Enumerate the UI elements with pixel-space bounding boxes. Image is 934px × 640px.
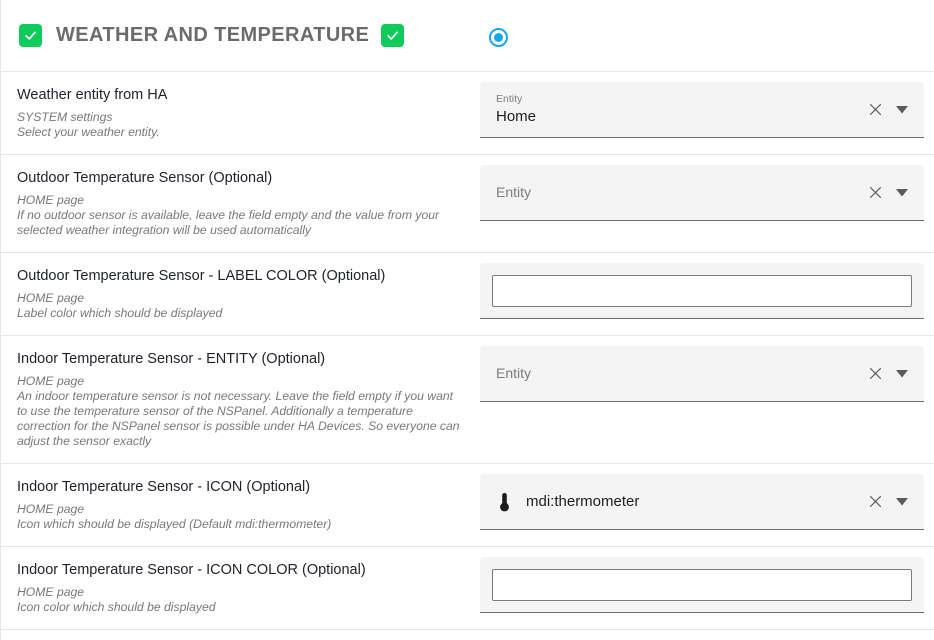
row-scope: HOME page [17,374,85,388]
section-enable-checkbox-right[interactable] [381,24,405,47]
field-action-icons [867,184,914,201]
caret-down-icon [896,369,908,377]
row-label: Indoor Temperature Sensor - ICON (Option… [17,479,311,495]
row-label: Indoor Temperature Sensor - ICON COLOR (… [17,562,366,578]
settings-row: Indoor Temperature Sensor - ICON COLOR (… [1,547,934,630]
field-action-icons [867,365,914,382]
settings-row: Weather entity from HA SYSTEM settings Sel… [1,72,934,155]
field-placeholder: Entity [496,365,532,381]
row-field-group [476,253,934,329]
row-field-group: Entity [476,336,934,412]
field-floating-label: Entity [496,93,523,105]
close-icon [869,495,882,508]
field-action-icons [867,493,914,510]
settings-row-list: Weather entity from HA SYSTEM settings Sel… [1,72,934,640]
section-header: WEATHER AND TEMPERATURE [1,0,934,72]
close-icon [869,367,882,380]
row-label-group: Indoor Temperature Sensor - LABEL COLOR … [1,630,476,640]
row-label: Outdoor Temperature Sensor (Optional) [17,170,273,186]
settings-row: Outdoor Temperature Sensor (Optional) HOM… [1,155,934,253]
field-placeholder: Entity [496,184,532,200]
row-label-group: Indoor Temperature Sensor - ICON COLOR (… [1,547,476,629]
radio-inner-dot [493,32,503,42]
settings-row: Indoor Temperature Sensor - ENTITY (Opti… [1,336,934,464]
row-field-group: Entity [476,155,934,231]
settings-row: Outdoor Temperature Sensor - LABEL COLOR… [1,253,934,336]
field-action-icons [867,101,914,118]
clear-field-button[interactable] [867,493,884,510]
row-scope: SYSTEM settings [17,110,113,124]
row-field-group [476,547,934,623]
row-description: Icon which should be displayed (Default … [17,517,332,531]
row-description: Label color which should be displayed [17,306,223,320]
section-enable-checkbox-left[interactable] [19,24,42,47]
row-scope: HOME page [17,291,85,305]
page-title: WEATHER AND TEMPERATURE [56,24,370,46]
close-icon [869,103,882,116]
field-text-block: Entity Home [496,93,867,126]
row-label: Outdoor Temperature Sensor - LABEL COLOR… [17,268,386,284]
row-description: An indoor temperature sensor is not nece… [17,389,460,448]
row-description: If no outdoor sensor is available, leave… [17,208,440,237]
clear-field-button[interactable] [867,184,884,201]
open-dropdown-button[interactable] [896,188,908,197]
row-field-group [476,630,934,640]
field-text-block: mdi:thermometer [526,492,867,511]
row-label: Weather entity from HA [17,87,168,103]
entity-select-field[interactable]: mdi:thermometer [480,474,924,530]
field-prefix-icon [496,492,512,512]
entity-select-field[interactable]: Entity [480,165,924,221]
field-text-block: Entity [496,364,867,383]
field-value: Home [496,108,537,125]
row-description: Select your weather entity. [17,125,160,139]
color-field-container[interactable] [480,557,924,613]
row-label-group: Indoor Temperature Sensor - ENTITY (Opti… [1,336,476,463]
entity-select-field[interactable]: Entity [480,346,924,402]
check-icon [25,31,36,40]
color-field-container[interactable] [480,263,924,319]
row-label-group: Indoor Temperature Sensor - ICON (Option… [1,464,476,546]
caret-down-icon [896,188,908,196]
open-dropdown-button[interactable] [896,105,908,114]
open-dropdown-button[interactable] [896,369,908,378]
clear-field-button[interactable] [867,101,884,118]
clear-field-button[interactable] [867,365,884,382]
row-label-group: Outdoor Temperature Sensor (Optional) HOM… [1,155,476,252]
color-input[interactable] [492,274,912,307]
row-description: Icon color which should be displayed [17,600,216,614]
row-label-group: Weather entity from HA SYSTEM settings Sel… [1,72,476,154]
section-radio-button[interactable] [487,26,509,48]
row-scope: HOME page [17,193,85,207]
row-label: Indoor Temperature Sensor - ENTITY (Opti… [17,351,326,367]
check-icon [387,31,399,40]
row-field-group: Entity Home [476,72,934,148]
row-field-group: mdi:thermometer [476,464,934,540]
close-icon [869,186,882,199]
row-scope: HOME page [17,585,85,599]
caret-down-icon [896,497,908,505]
thermometer-icon [499,492,509,511]
color-input[interactable] [492,568,912,601]
open-dropdown-button[interactable] [896,497,908,506]
radio-selected-icon [488,27,508,47]
field-value: mdi:thermometer [526,493,640,510]
row-scope: HOME page [17,502,85,516]
row-label-group: Outdoor Temperature Sensor - LABEL COLOR… [1,253,476,335]
caret-down-icon [896,105,908,113]
field-text-block: Entity [496,183,867,202]
settings-row: Indoor Temperature Sensor - ICON (Option… [1,464,934,547]
entity-select-field[interactable]: Entity Home [480,82,924,138]
settings-row: Indoor Temperature Sensor - LABEL COLOR … [1,630,934,640]
